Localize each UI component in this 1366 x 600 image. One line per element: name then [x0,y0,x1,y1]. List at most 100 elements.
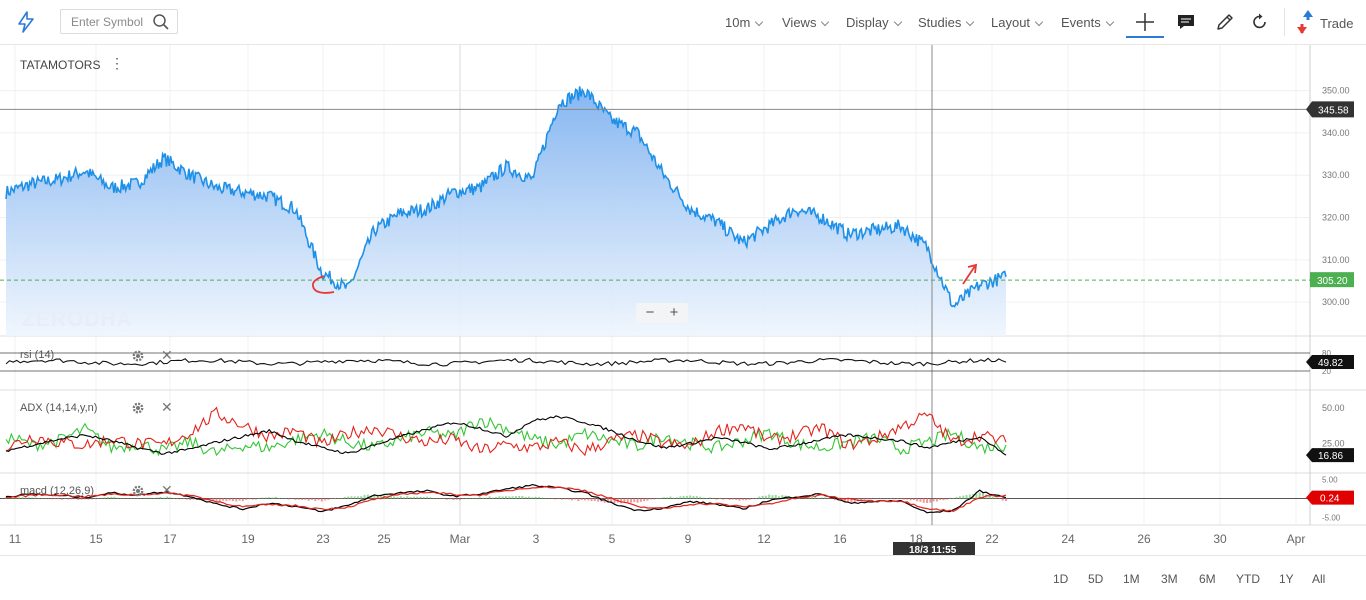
display-menu[interactable]: Display [846,15,902,30]
zoom-out-button[interactable]: − [645,304,655,321]
macd-histogram-bar [814,496,817,499]
macd-histogram-bar [241,498,244,502]
macd-histogram-bar [771,495,774,499]
pencil-icon[interactable] [1215,12,1235,32]
macd-histogram-bar [274,496,277,499]
macd-histogram-bar [412,496,415,499]
macd-histogram-bar [718,498,721,499]
macd-histogram-bar [327,498,330,500]
macd-histogram-bar [692,496,695,499]
macd-histogram-bar [653,498,656,500]
interval-menu[interactable]: 10m [725,15,764,30]
macd-histogram-bar [1001,498,1004,501]
comment-icon[interactable] [1176,12,1196,32]
x-axis-tick-label: Mar [450,532,471,546]
macd-histogram-bar [11,497,14,499]
macd-histogram-bar [426,496,429,499]
timeframe-1y[interactable]: 1Y [1279,572,1294,586]
x-axis-tick-label: 17 [163,532,177,546]
macd-histogram-bar [676,497,679,499]
macd-histogram-bar [264,497,267,499]
studies-menu[interactable]: Studies [918,15,975,30]
macd-histogram-bar [945,498,948,500]
chart-canvas[interactable]: 300.00310.00320.00330.00340.00350.00305.… [0,45,1366,555]
macd-histogram-bar [301,498,304,501]
macd-close-icon[interactable]: ✕ [161,482,173,498]
macd-histogram-bar [488,496,491,499]
zoom-in-button[interactable]: + [669,304,679,321]
macd-histogram-bar [458,498,461,501]
events-menu[interactable]: Events [1061,15,1114,30]
x-axis-tick-label: 16 [833,532,847,546]
macd-y-tick-label: -5.00 [1322,513,1341,522]
macd-histogram-bar [850,498,853,503]
macd-histogram-bar [399,496,402,499]
macd-histogram-bar [261,497,264,499]
timeframe-1m[interactable]: 1M [1123,572,1140,586]
chevron-down-icon [1034,17,1044,27]
symbol-search[interactable] [60,9,178,34]
x-axis-tick-label: 19 [241,532,255,546]
symbol-label: TATAMOTORS [20,58,101,72]
bottom-divider [0,555,1366,556]
macd-y-tick-label: 5.00 [1322,476,1338,485]
macd-histogram-bar [764,495,767,499]
macd-histogram-bar [51,498,54,500]
x-axis-tick-label: 12 [757,532,771,546]
timeframe-all[interactable]: All [1312,572,1326,586]
macd-histogram-bar [876,498,879,500]
timeframe-6m[interactable]: 6M [1199,572,1216,586]
macd-histogram-bar [903,498,906,500]
macd-histogram-bar [817,497,820,499]
search-icon[interactable] [152,13,170,31]
macd-histogram-bar [287,498,290,500]
macd-value-label: 0.24 [1320,494,1340,505]
macd-histogram-bar [80,498,83,500]
symbol-options-icon[interactable]: ⋮ [110,55,124,71]
macd-histogram-bar [297,498,300,500]
macd-settings-gear-icon[interactable] [131,484,145,498]
views-menu[interactable]: Views [782,15,830,30]
macd-histogram-bar [491,497,494,499]
crosshair-price-badge [1306,101,1354,118]
search-input[interactable] [61,10,159,33]
macd-histogram-bar [169,497,172,499]
macd-histogram-bar [570,498,573,501]
crosshair-button[interactable] [1126,8,1164,38]
macd-histogram-bar [314,498,317,501]
macd-histogram-bar [833,498,836,501]
rsi-close-icon[interactable]: ✕ [161,347,173,363]
macd-histogram-bar [310,498,313,501]
crosshair-date-label: 18/3 11:55 [909,545,957,555]
macd-histogram-bar [774,494,777,499]
macd-histogram-bar [755,498,757,499]
macd-histogram-bar [468,497,471,499]
macd-series-line [5,485,1007,513]
macd-histogram-bar [350,496,353,499]
macd-histogram-bar [708,497,711,499]
macd-histogram-bar [409,497,412,499]
annotation-arrow [962,263,978,285]
macd-histogram-bar [728,498,731,500]
macd-histogram-bar [475,498,478,499]
timeframe-1d[interactable]: 1D [1053,572,1069,586]
macd-histogram-bar [422,496,425,499]
display-label: Display [846,15,889,30]
x-axis-tick-label: 24 [1061,532,1075,546]
adx-close-icon[interactable]: ✕ [161,399,173,415]
lightning-icon[interactable] [14,10,38,34]
timeframe-5d[interactable]: 5D [1088,572,1104,586]
x-axis-tick-label: 18 [909,532,923,546]
reset-icon[interactable] [1250,12,1270,32]
price-line [5,86,1007,308]
macd-histogram-bar [962,495,965,499]
macd-histogram-bar [396,496,399,499]
adx-settings-gear-icon[interactable] [131,401,145,415]
macd-histogram-bar [843,498,846,502]
rsi-settings-gear-icon[interactable] [131,349,145,363]
macd-histogram-bar [580,498,583,501]
timeframe-3m[interactable]: 3M [1161,572,1178,586]
macd-histogram-bar [554,498,557,500]
timeframe-ytd[interactable]: YTD [1236,572,1260,586]
layout-menu[interactable]: Layout [991,15,1044,30]
